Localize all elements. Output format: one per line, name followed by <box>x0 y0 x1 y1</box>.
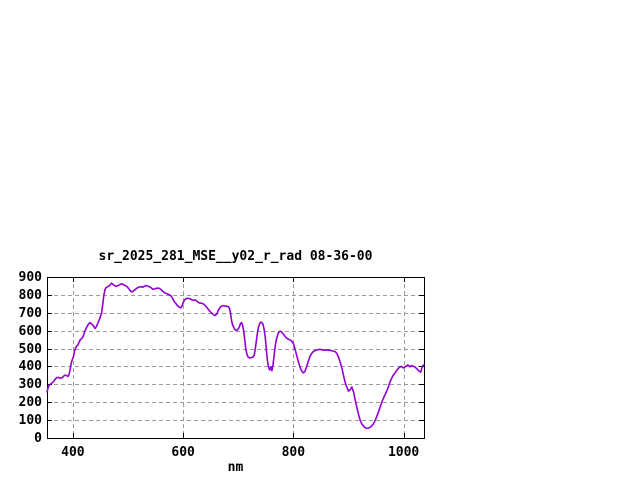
y-tick-label-100: 100 <box>18 413 42 429</box>
y-tick-label-800: 800 <box>18 287 42 303</box>
plot-border <box>47 277 425 439</box>
spectral-curve <box>46 282 425 430</box>
y-tick-label-300: 300 <box>18 377 42 393</box>
y-tick-label-500: 500 <box>18 341 42 357</box>
y-tick-label-200: 200 <box>18 395 42 411</box>
x-tick-label-400: 400 <box>61 445 85 460</box>
x-tick-label-1000: 1000 <box>387 445 420 460</box>
y-tick-label-0: 0 <box>34 431 42 446</box>
y-tick-label-600: 600 <box>18 323 42 339</box>
x-tick-label-600: 600 <box>171 445 195 460</box>
y-tick-label-400: 400 <box>18 359 42 375</box>
x-tick-label-800: 800 <box>281 445 306 460</box>
chart-title: sr_2025_281_MSE__y02_r_rad 08-36-00 <box>98 249 373 264</box>
y-tick-label-900: 900 <box>18 270 42 285</box>
x-axis-title: nm <box>227 460 244 475</box>
y-tick-label-700: 700 <box>18 305 42 321</box>
